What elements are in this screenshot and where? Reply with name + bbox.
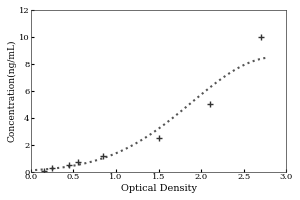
X-axis label: Optical Density: Optical Density [121,184,196,193]
Y-axis label: Concentration(ng/mL): Concentration(ng/mL) [7,40,16,142]
